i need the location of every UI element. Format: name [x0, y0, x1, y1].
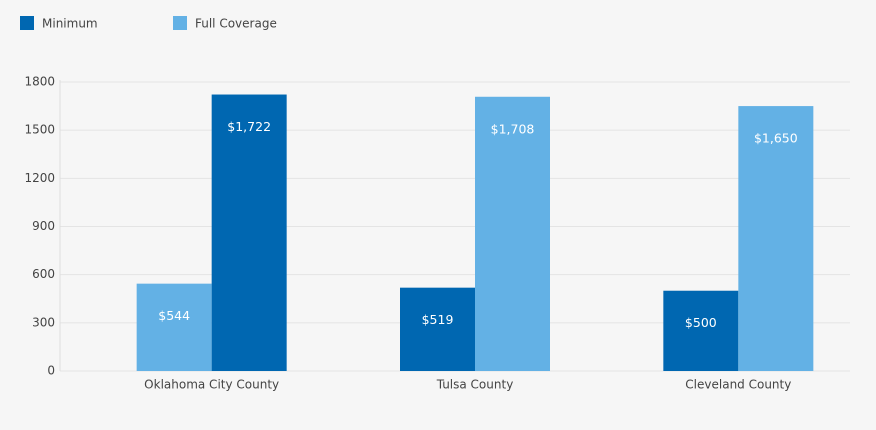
y-tick-label: 600	[32, 267, 55, 281]
value-label: $544	[158, 308, 190, 323]
legend-label: Minimum	[42, 17, 98, 31]
y-tick-label: 1800	[24, 75, 55, 89]
bar	[136, 283, 212, 371]
y-tick-label: 1500	[24, 123, 55, 137]
value-label: $1,722	[227, 119, 271, 134]
bar	[738, 106, 814, 371]
legend-swatch	[20, 16, 34, 30]
value-label: $519	[422, 312, 454, 327]
y-tick-label: 300	[32, 315, 55, 329]
value-label: $500	[685, 315, 717, 330]
bar	[211, 94, 287, 372]
y-tick-label: 900	[32, 219, 55, 233]
x-tick-label: Oklahoma City County	[144, 378, 279, 392]
legend-label: Full Coverage	[195, 17, 277, 31]
legend-swatch	[173, 16, 187, 30]
bar	[475, 96, 550, 371]
y-tick-label: 1200	[24, 171, 55, 185]
bar	[400, 287, 475, 371]
y-tick-label: 0	[47, 364, 55, 378]
x-tick-label: Tulsa County	[436, 378, 514, 392]
bar	[663, 290, 739, 371]
x-tick-label: Cleveland County	[685, 378, 791, 392]
value-label: $1,708	[491, 121, 535, 136]
value-label: $1,650	[754, 131, 798, 146]
